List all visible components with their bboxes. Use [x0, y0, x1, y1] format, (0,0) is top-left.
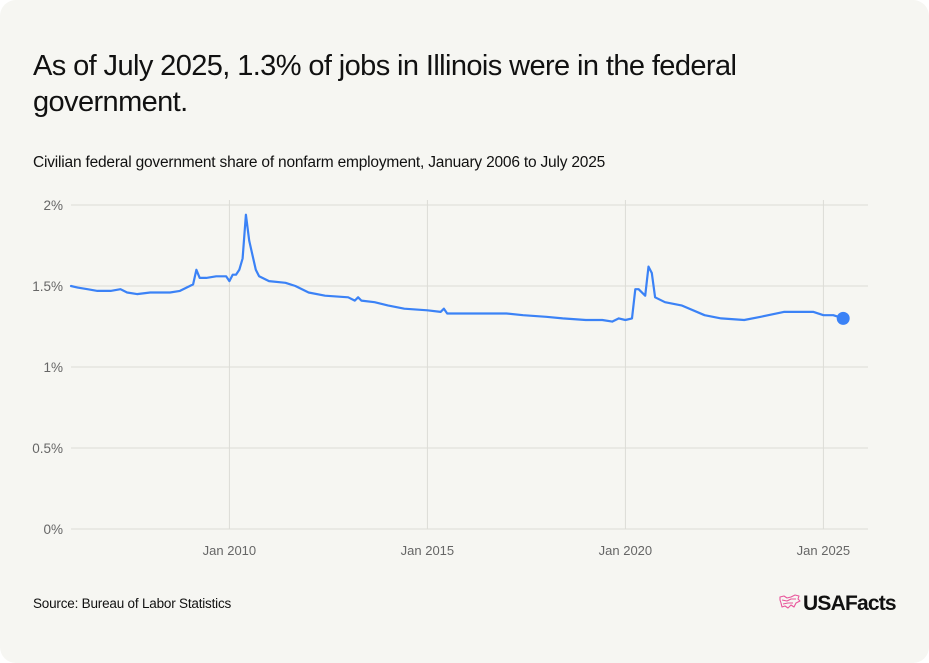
data-point[interactable] — [481, 311, 487, 317]
data-point[interactable] — [256, 273, 262, 279]
data-point[interactable] — [358, 298, 364, 304]
data-point[interactable] — [741, 317, 747, 323]
data-point[interactable] — [167, 290, 173, 296]
data-point[interactable] — [642, 293, 648, 299]
data-point[interactable] — [213, 273, 219, 279]
data-point[interactable] — [543, 314, 549, 320]
data-point[interactable] — [203, 275, 209, 281]
data-point[interactable] — [197, 275, 203, 281]
y-axis-ticks: 2% 1.5% 1% 0.5% 0% — [32, 198, 63, 537]
data-point[interactable] — [372, 299, 378, 305]
usa-map-icon — [779, 593, 801, 615]
data-point[interactable] — [124, 290, 130, 296]
data-point[interactable] — [243, 212, 249, 218]
data-point[interactable] — [253, 267, 259, 273]
data-point[interactable] — [108, 288, 114, 294]
data-point[interactable] — [811, 309, 817, 315]
logo-text: USAFacts — [803, 592, 897, 615]
usafacts-logo[interactable]: USAFacts — [779, 592, 897, 616]
data-point[interactable] — [583, 317, 589, 323]
data-point[interactable] — [401, 306, 407, 312]
data-point[interactable] — [306, 290, 312, 296]
data-point[interactable] — [345, 294, 351, 300]
data-point[interactable] — [560, 315, 566, 321]
x-tick-label: Jan 2015 — [401, 543, 455, 558]
endpoint-marker[interactable] — [836, 311, 850, 325]
data-point[interactable] — [616, 315, 622, 321]
series-line — [69, 213, 845, 323]
data-point[interactable] — [424, 307, 430, 313]
x-tick-label: Jan 2010 — [203, 543, 257, 558]
x-tick-label: Jan 2020 — [599, 543, 653, 558]
x-tick-label: Jan 2025 — [797, 543, 851, 558]
data-point[interactable] — [702, 312, 708, 318]
data-point[interactable] — [646, 264, 652, 270]
data-point[interactable] — [85, 286, 91, 292]
data-point[interactable] — [718, 315, 724, 321]
data-point[interactable] — [609, 319, 615, 325]
data-point[interactable] — [177, 288, 183, 294]
data-point[interactable] — [622, 317, 628, 323]
data-point[interactable] — [652, 294, 658, 300]
series-layer — [68, 212, 850, 325]
y-gridlines — [71, 204, 868, 530]
data-point[interactable] — [385, 302, 391, 308]
data-point[interactable] — [636, 286, 642, 292]
x-gridlines — [228, 200, 824, 529]
data-point[interactable] — [322, 293, 328, 299]
data-point[interactable] — [246, 238, 252, 244]
data-point[interactable] — [629, 315, 635, 321]
data-point[interactable] — [662, 299, 668, 305]
data-point[interactable] — [68, 283, 74, 289]
y-tick-label: 0% — [43, 522, 63, 537]
y-tick-label: 0.5% — [32, 441, 63, 456]
data-point[interactable] — [781, 309, 787, 315]
data-point[interactable] — [283, 280, 289, 286]
data-point[interactable] — [797, 309, 803, 315]
source-note: Source: Bureau of Labor Statistics — [33, 596, 232, 611]
data-point[interactable] — [679, 302, 685, 308]
data-point[interactable] — [599, 317, 605, 323]
data-point[interactable] — [94, 288, 100, 294]
data-point[interactable] — [75, 285, 81, 291]
data-point[interactable] — [147, 290, 153, 296]
data-point[interactable] — [520, 312, 526, 318]
y-tick-label: 2% — [43, 198, 63, 213]
data-point[interactable] — [464, 311, 470, 317]
data-point[interactable] — [233, 272, 239, 278]
data-point[interactable] — [504, 311, 510, 317]
data-point[interactable] — [820, 312, 826, 318]
data-point[interactable] — [190, 281, 196, 287]
y-tick-label: 1.5% — [32, 279, 63, 294]
data-point[interactable] — [292, 283, 298, 289]
data-point[interactable] — [444, 311, 450, 317]
data-point[interactable] — [250, 252, 256, 258]
data-point[interactable] — [649, 270, 655, 276]
data-point[interactable] — [118, 286, 124, 292]
y-tick-label: 1% — [43, 360, 63, 375]
data-point[interactable] — [184, 285, 190, 291]
chart-title: As of July 2025, 1.3% of jobs in Illinoi… — [33, 50, 737, 118]
data-point[interactable] — [266, 278, 272, 284]
x-axis-ticks: Jan 2010 Jan 2015 Jan 2020 Jan 2025 — [203, 543, 851, 558]
data-point[interactable] — [134, 291, 140, 297]
data-point[interactable] — [830, 312, 836, 318]
data-point[interactable] — [236, 267, 242, 273]
line-chart: 2%1.5%1%0.5%0% Jan 2010 Jan 2015 Jan 2020 J… — [32, 198, 868, 558]
data-point[interactable] — [240, 256, 246, 262]
data-point[interactable] — [157, 290, 163, 296]
data-point[interactable] — [758, 314, 764, 320]
data-point[interactable] — [193, 267, 199, 273]
data-point[interactable] — [226, 278, 232, 284]
chart-subtitle: Civilian federal government share of non… — [33, 154, 606, 171]
